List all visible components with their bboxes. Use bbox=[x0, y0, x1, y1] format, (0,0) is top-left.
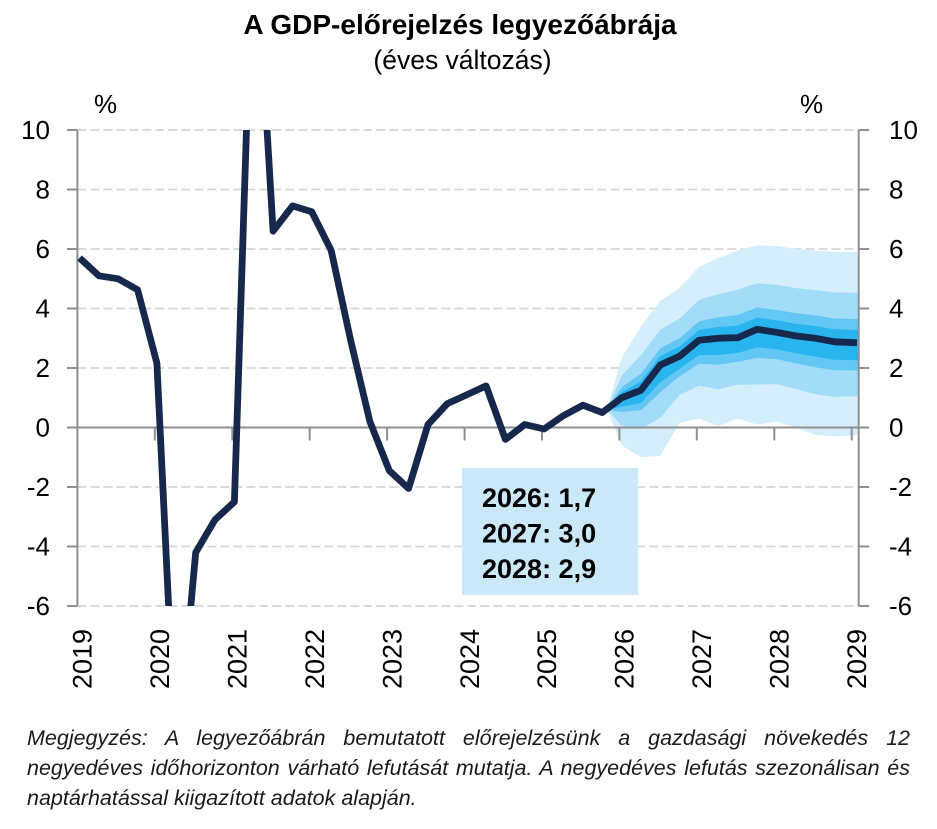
svg-text:-4: -4 bbox=[27, 532, 50, 562]
svg-text:2: 2 bbox=[889, 353, 903, 383]
svg-text:2021: 2021 bbox=[223, 629, 253, 689]
svg-text:2028: 2028 bbox=[765, 629, 795, 689]
svg-text:2024: 2024 bbox=[455, 629, 485, 689]
svg-text:2025: 2025 bbox=[532, 629, 562, 689]
svg-text:2026: 1,7: 2026: 1,7 bbox=[482, 483, 596, 513]
svg-text:0: 0 bbox=[36, 413, 50, 443]
svg-text:2028: 2,9: 2028: 2,9 bbox=[482, 554, 596, 584]
svg-text:2023: 2023 bbox=[377, 629, 407, 689]
svg-text:2029: 2029 bbox=[842, 629, 872, 689]
svg-text:%: % bbox=[800, 89, 823, 119]
svg-text:2020: 2020 bbox=[145, 629, 175, 689]
svg-text:4: 4 bbox=[889, 294, 903, 324]
svg-text:2027: 2027 bbox=[687, 629, 717, 689]
svg-text:6: 6 bbox=[889, 234, 903, 264]
svg-text:-2: -2 bbox=[27, 472, 50, 502]
svg-text:2027: 3,0: 2027: 3,0 bbox=[482, 519, 596, 549]
svg-text:-2: -2 bbox=[889, 472, 912, 502]
svg-text:6: 6 bbox=[36, 234, 50, 264]
svg-text:2022: 2022 bbox=[300, 629, 330, 689]
svg-text:-6: -6 bbox=[889, 591, 912, 621]
svg-text:-6: -6 bbox=[27, 591, 50, 621]
svg-text:%: % bbox=[94, 89, 117, 119]
svg-text:8: 8 bbox=[889, 175, 903, 205]
svg-text:2: 2 bbox=[36, 353, 50, 383]
svg-text:0: 0 bbox=[889, 413, 903, 443]
svg-text:2019: 2019 bbox=[68, 629, 98, 689]
svg-text:10: 10 bbox=[21, 115, 50, 145]
svg-text:8: 8 bbox=[36, 175, 50, 205]
svg-text:10: 10 bbox=[889, 115, 918, 145]
svg-text:4: 4 bbox=[36, 294, 50, 324]
svg-text:-4: -4 bbox=[889, 532, 912, 562]
svg-text:2026: 2026 bbox=[610, 629, 640, 689]
